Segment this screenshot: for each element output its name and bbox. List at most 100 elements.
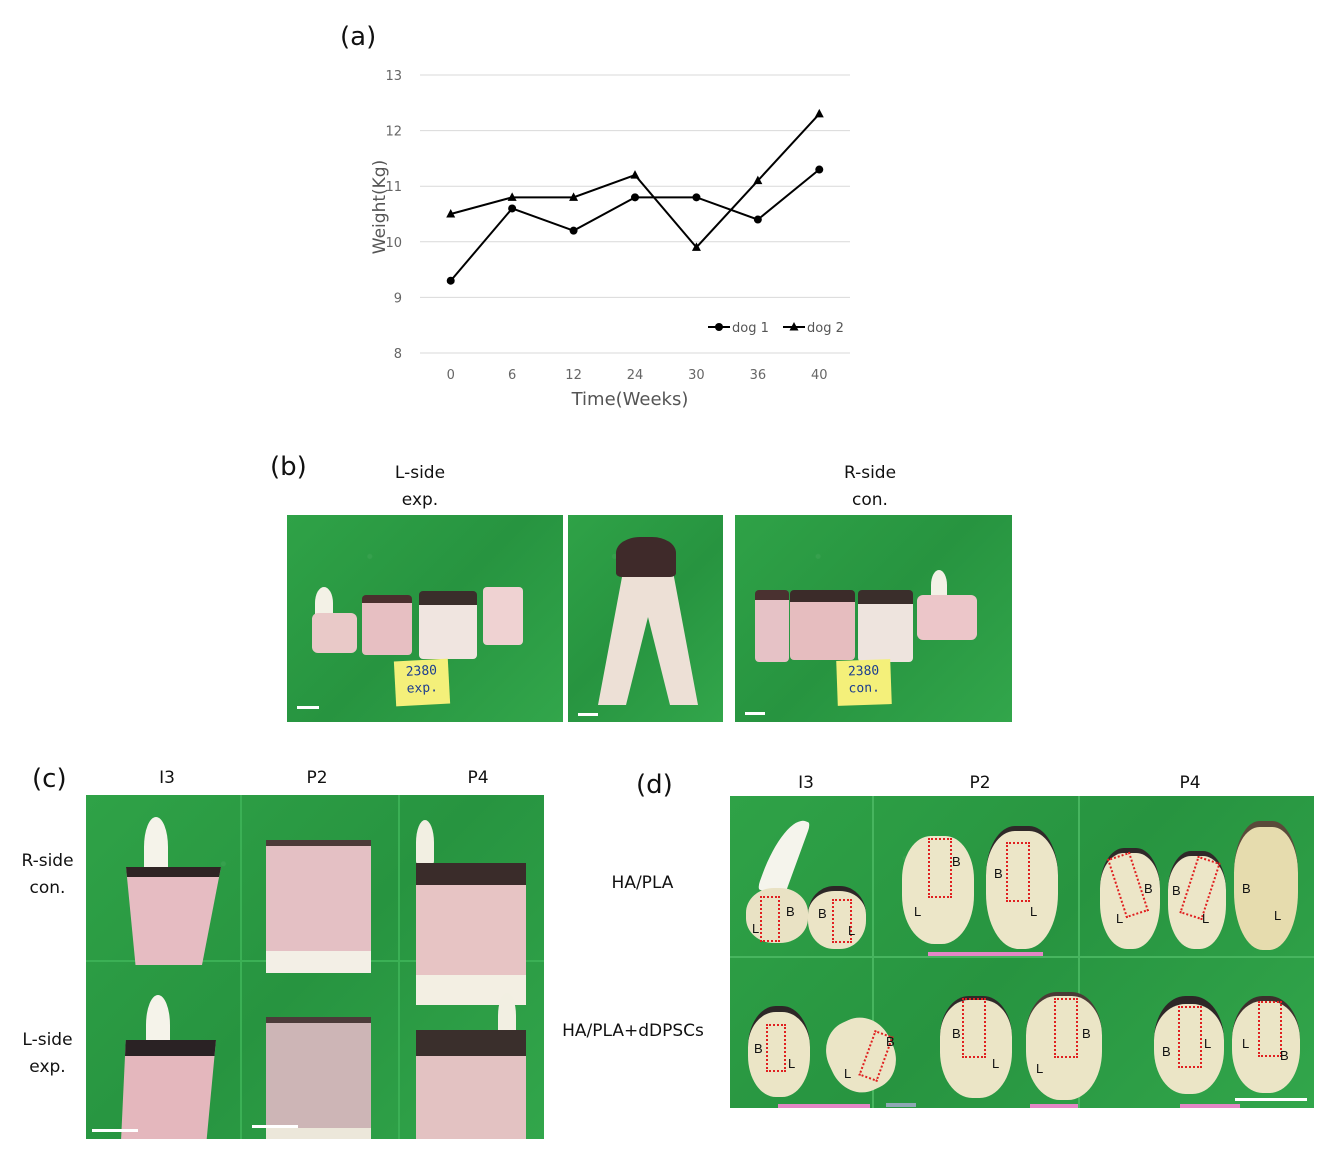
c-col-p2: P2 [306, 768, 328, 788]
photo-d-grid: B L B L B L B L B L B L B L B L B L B L … [730, 796, 1314, 1108]
c-col-i3: I3 [159, 768, 175, 788]
y-tick-label: 8 [394, 347, 402, 362]
section-i3-c [748, 1006, 810, 1097]
data-point [753, 215, 762, 224]
mark-b: B [994, 866, 1003, 881]
data-point [630, 170, 640, 179]
divider [398, 795, 400, 1139]
jaw-segment [312, 613, 357, 653]
mark-b: B [1082, 1026, 1091, 1041]
roi-box [1006, 842, 1030, 902]
c-row1-line1: R-side [21, 851, 74, 871]
c-row1-line2: con. [29, 878, 66, 898]
scale-bar-pink [1180, 1104, 1240, 1108]
jaw-segment [755, 590, 789, 662]
tooth-segment [931, 570, 947, 600]
x-tick-label: 12 [565, 368, 582, 383]
legend-label: dog 1 [732, 321, 769, 336]
mark-b: B [818, 906, 827, 921]
jaw-i3-con [126, 867, 221, 965]
note-number: 2380 [847, 663, 880, 680]
data-point [569, 226, 578, 235]
photo-b-right-con: 2380 con. [735, 515, 1012, 722]
data-point [631, 193, 639, 202]
section-p2-b [986, 826, 1058, 949]
mark-b: B [952, 1026, 961, 1041]
y-tick-label: 12 [385, 125, 402, 140]
b-left-title-line2: exp. [401, 490, 439, 510]
panel-b-label: (b) [270, 452, 307, 482]
mark-b: B [1144, 881, 1153, 896]
section-i3-d [815, 1007, 907, 1103]
data-point [692, 193, 701, 202]
scale-bar-pink [778, 1104, 870, 1108]
roi-box [1054, 998, 1078, 1058]
x-tick-label: 0 [447, 368, 455, 383]
jaw-i3-exp [121, 1040, 216, 1139]
b-right-title-line2: con. [852, 490, 888, 510]
note-group: con. [848, 680, 881, 697]
panel-c-label: (c) [32, 764, 67, 794]
mark-b: B [886, 1034, 895, 1049]
mark-b: B [1280, 1048, 1289, 1063]
jaw-segment [483, 587, 523, 645]
scale-bar [252, 1125, 298, 1128]
section-p2-a [902, 836, 974, 944]
scale-bar-gray [886, 1103, 916, 1107]
jaw-p2-exp [266, 1017, 371, 1139]
jaw-p4-con [416, 863, 526, 1005]
y-tick-label: 10 [385, 236, 402, 251]
divider [730, 956, 1314, 958]
note-group: exp. [406, 680, 439, 697]
c-row2-line2: exp. [29, 1057, 66, 1077]
y-tick-label: 11 [385, 180, 402, 195]
mark-l: L [752, 921, 760, 936]
d-col-p2: P2 [969, 773, 991, 793]
x-tick-label: 30 [688, 368, 705, 383]
photo-b-middle-mandible [568, 515, 723, 722]
data-point [753, 175, 763, 185]
roi-box [1178, 1006, 1202, 1068]
section-p4-c [1234, 821, 1298, 950]
section-p4-d [1154, 996, 1224, 1094]
jaw-segment [419, 591, 477, 659]
mark-l: L [788, 1056, 796, 1071]
b-right-title-line1: R-side [843, 463, 897, 483]
c-row2-line1: L-side [22, 1030, 73, 1050]
legend-marker [715, 323, 723, 331]
specimen-note: 2380 exp. [393, 658, 451, 707]
scale-bar-pink [928, 952, 1043, 956]
x-tick-label: 24 [627, 368, 644, 383]
y-tick-label: 9 [394, 291, 402, 306]
data-point [508, 204, 517, 213]
x-axis-label: Time(Weeks) [571, 389, 689, 410]
mark-b: B [786, 904, 795, 919]
jaw-segment [790, 590, 855, 660]
mark-l: L [1036, 1061, 1044, 1076]
tooth-p4 [498, 993, 516, 1038]
mark-l: L [1116, 911, 1124, 926]
d-col-p4: P4 [1179, 773, 1201, 793]
d-col-i3: I3 [798, 773, 814, 793]
data-point [815, 165, 824, 174]
mark-b: B [1172, 883, 1181, 898]
divider [872, 796, 874, 1108]
jaw-p4-exp [416, 1030, 526, 1139]
roi-box [832, 899, 852, 943]
photo-c-grid [86, 795, 544, 1139]
panel-a-label: (a) [340, 22, 377, 52]
jaw-segment [362, 595, 412, 655]
section-p4-e [1232, 996, 1300, 1093]
scale-bar [1235, 1098, 1307, 1101]
y-tick-label: 13 [385, 69, 402, 84]
x-tick-label: 40 [811, 368, 828, 383]
data-point [446, 276, 455, 285]
roi-box [962, 998, 986, 1058]
mark-l: L [914, 904, 922, 919]
divider [1078, 796, 1080, 1108]
section-p4-a [1100, 848, 1160, 949]
tooth-crown-i3 [757, 813, 811, 899]
mark-l: L [848, 923, 856, 938]
section-p4-b [1168, 851, 1226, 949]
mark-l: L [1204, 1036, 1212, 1051]
